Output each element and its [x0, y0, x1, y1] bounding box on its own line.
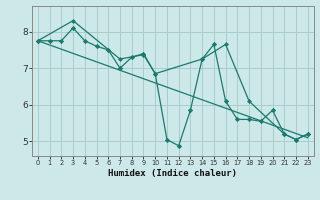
- X-axis label: Humidex (Indice chaleur): Humidex (Indice chaleur): [108, 169, 237, 178]
